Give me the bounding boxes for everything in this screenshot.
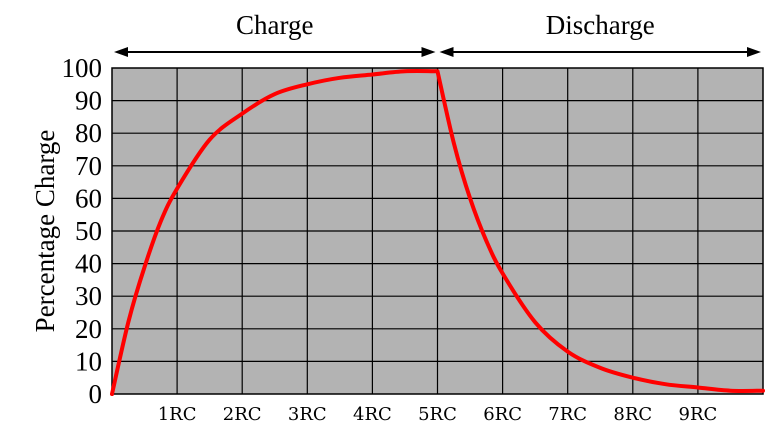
x-tick-label: 1RC (158, 404, 197, 425)
y-tick-label: 50 (75, 216, 102, 246)
phase-arrows: Charge Discharge (114, 10, 761, 57)
x-tick-label: 6RC (483, 404, 522, 425)
x-tick-label: 9RC (679, 404, 718, 425)
x-tick-label: 2RC (223, 404, 262, 425)
y-tick-label: 100 (62, 53, 103, 83)
arrow-left-icon (439, 47, 454, 57)
y-tick-label: 40 (75, 249, 102, 279)
charge-curve-line (110, 69, 765, 396)
y-tick-label: 10 (75, 346, 102, 376)
y-tick-label: 70 (75, 151, 102, 181)
arrow-right-icon (421, 47, 436, 57)
x-tick-label: 8RC (613, 404, 652, 425)
grid-lines (111, 67, 764, 395)
y-tick-label: 60 (75, 183, 102, 213)
arrow-left-icon (114, 47, 128, 57)
y-tick-label: 90 (75, 86, 102, 116)
y-tick-label: 30 (75, 281, 102, 311)
arrow-right-icon (747, 47, 761, 57)
x-tick-label: 7RC (548, 404, 587, 425)
x-tick-label: 4RC (353, 404, 392, 425)
phase-label: Charge (236, 10, 313, 40)
phase-label: Discharge (546, 10, 655, 40)
x-tick-label: 3RC (288, 404, 327, 425)
plot-frame (111, 67, 764, 395)
y-axis-label: Percentage Charge (30, 130, 60, 333)
y-tick-label: 80 (75, 118, 102, 148)
x-tick-label: 5RC (418, 404, 457, 425)
y-tick-label: 0 (89, 379, 103, 409)
y-tick-label: 20 (75, 314, 102, 344)
